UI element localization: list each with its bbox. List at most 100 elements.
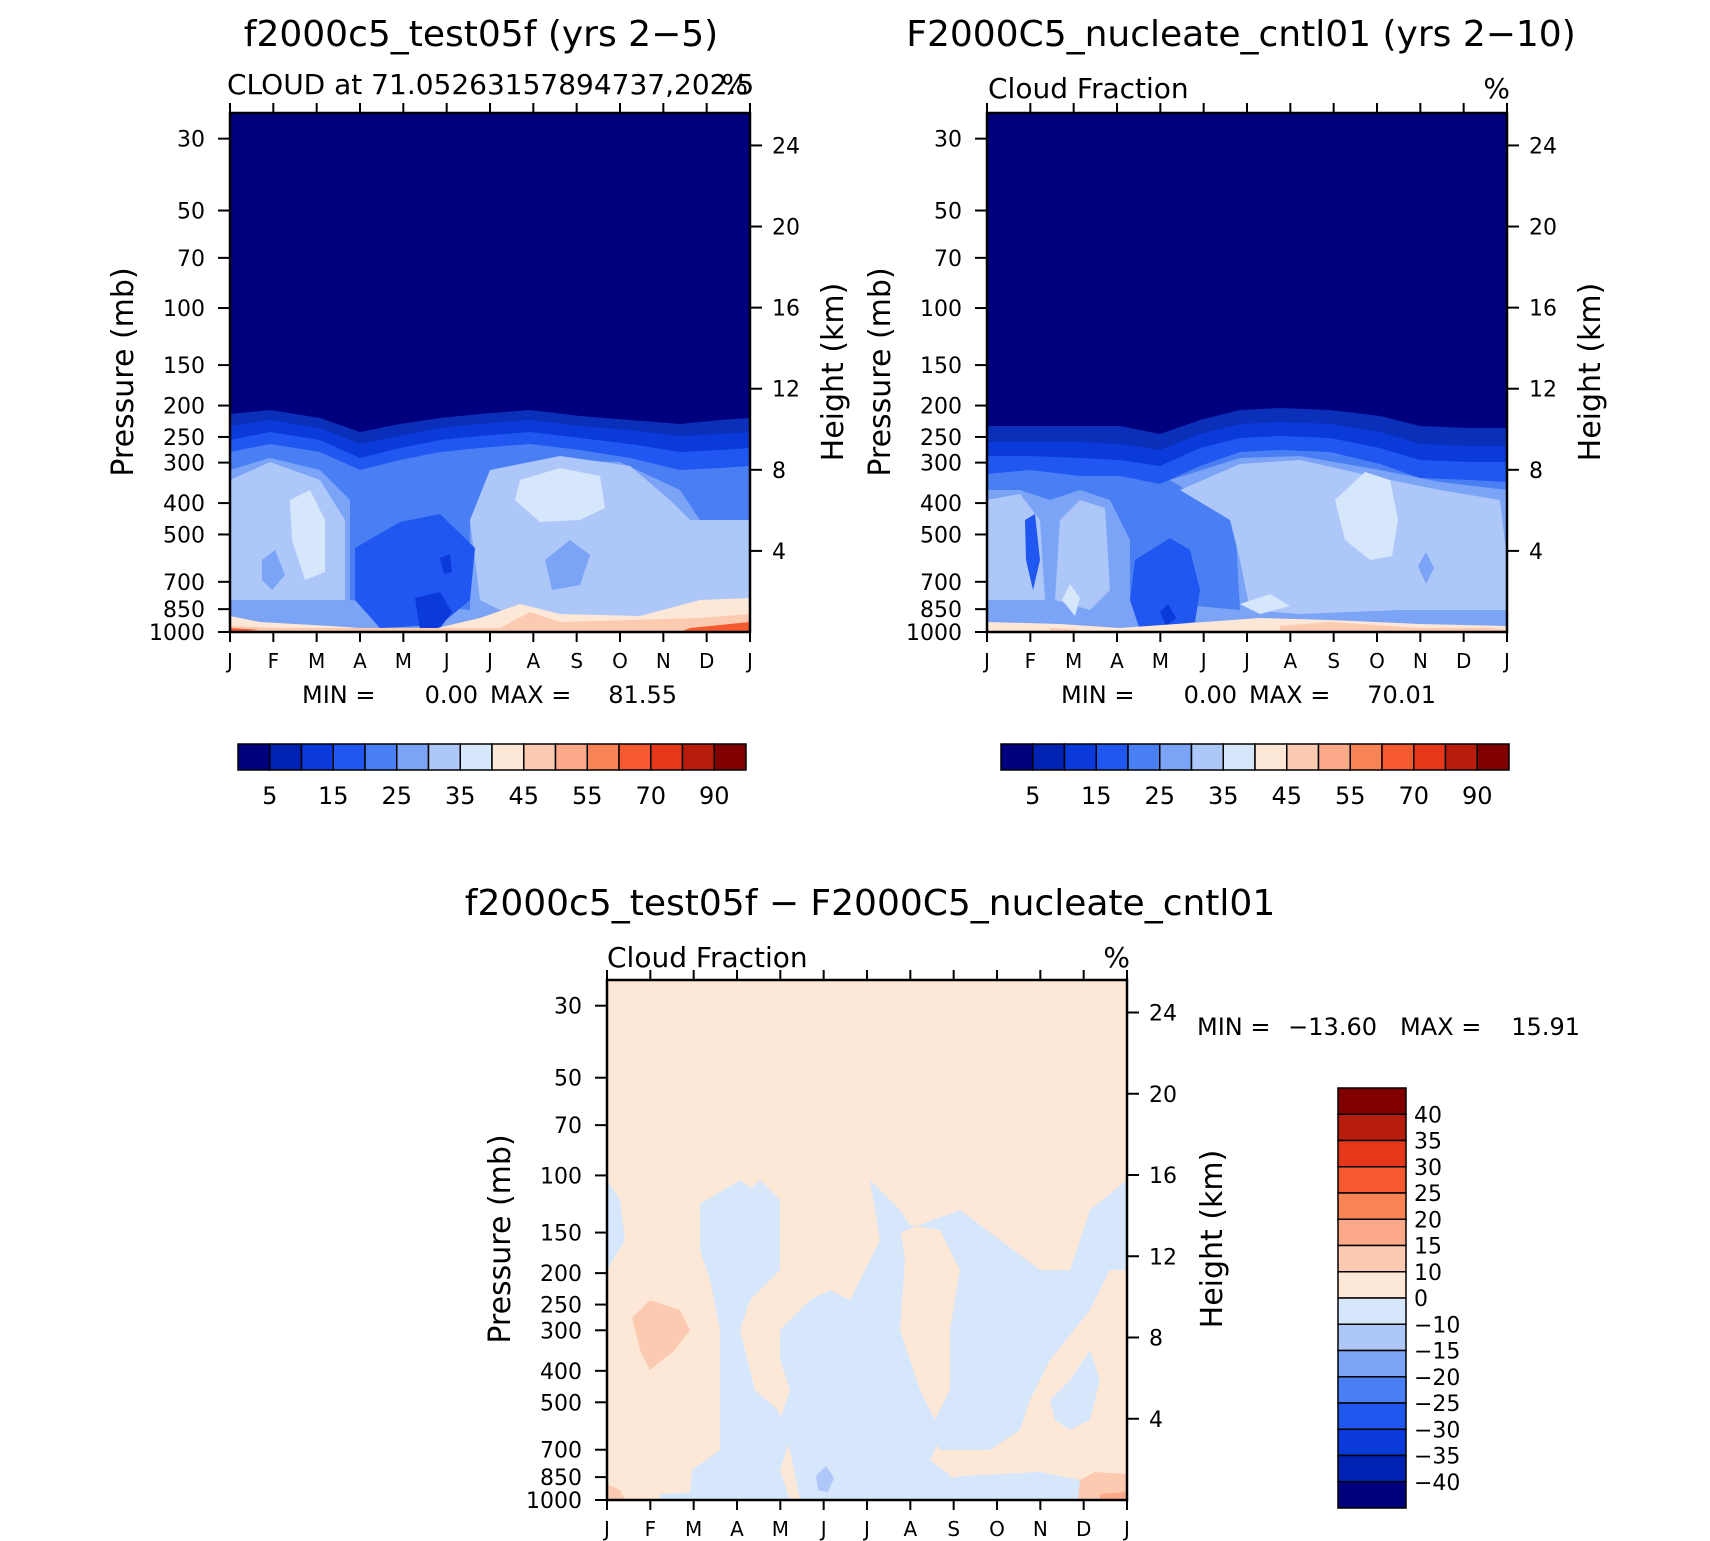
panel3-colorbar-label: −35 [1414, 1445, 1460, 1470]
panel1-colorbar-box [491, 743, 525, 771]
panel3-xtick-label: M [772, 1517, 789, 1541]
panel1-min-value: 0.00 [425, 681, 478, 709]
panel3-xtick-label: F [645, 1517, 657, 1541]
panel3-colorbar-box [1337, 1349, 1407, 1378]
panel3-colorbar-label: −40 [1414, 1471, 1460, 1496]
panel2-colorbar-box [1095, 743, 1129, 771]
panel3-colorbar-box [1337, 1166, 1407, 1194]
panel2-colorbar-box [1349, 743, 1383, 771]
panel3-ytick-label: 200 [540, 1262, 582, 1287]
panel3-colorbar-label: 20 [1414, 1208, 1442, 1233]
panel2-ytick-label: 150 [920, 354, 962, 379]
panel1-colorbar-box [523, 743, 557, 771]
panel3-colorbar-label: −30 [1414, 1418, 1460, 1443]
panel3-xtick-label: N [1033, 1517, 1048, 1541]
panel1-colorbar-box [586, 743, 620, 771]
panel1-ytick-label: 850 [163, 598, 205, 623]
panel2-colorbar-box [1127, 743, 1161, 771]
panel2-xtick-label: N [1413, 649, 1428, 673]
panel3-fill-pos-c [1100, 1492, 1127, 1500]
panel3-colorbar-label: 30 [1414, 1156, 1442, 1181]
panel3-ytick-label: 250 [540, 1294, 582, 1319]
panel3-colorbar-box [1337, 1323, 1407, 1352]
panel3-colorbar-label: 25 [1414, 1182, 1442, 1207]
panel3-subtitle: Cloud Fraction [607, 941, 808, 974]
panel2-ytick-label: 400 [920, 492, 962, 517]
panel3-colorbar-box [1337, 1087, 1407, 1115]
panel1-ytick-label: 250 [163, 426, 205, 451]
panel2-colorbar-label: 25 [1144, 782, 1175, 810]
panel3-max-label: MAX = [1400, 1013, 1481, 1041]
panel3-min-label: MIN = [1197, 1013, 1270, 1041]
panel3-colorbar-label: 0 [1414, 1287, 1428, 1312]
panel3-xtick-label: A [903, 1517, 917, 1541]
panel1-title: f2000c5_test05f (yrs 2−5) [244, 14, 718, 55]
panel2-ytick-label: 300 [920, 452, 962, 477]
panel2-colorbar-box [1190, 743, 1224, 771]
panel2-ytick-right-label: 4 [1529, 540, 1543, 565]
panel1-colorbar-label: 5 [262, 782, 277, 810]
panel2-subtitle: Cloud Fraction [988, 72, 1189, 105]
panel2-colorbar-box [1063, 743, 1097, 771]
panel2-colorbar-box [1032, 743, 1066, 771]
panel1-fill-25b [262, 540, 590, 590]
panel2-xtick-label: J [1502, 649, 1510, 673]
panel2-colorbar-label: 15 [1081, 782, 1112, 810]
panel1-colorbar-box [427, 743, 461, 771]
panel3-colorbar-box [1337, 1244, 1407, 1273]
panel3-fill-neg-c [780, 1180, 960, 1500]
panel2-max-label: MAX = [1249, 681, 1330, 709]
panel3-xtick-label: J [1122, 1517, 1130, 1541]
panel1-colorbar-box [618, 743, 652, 771]
panel3-colorbar-box [1337, 1454, 1407, 1483]
panel1-units: % [721, 68, 748, 101]
panel2-colorbar-box [1222, 743, 1256, 771]
panel1-colorbar-box [681, 743, 715, 771]
panel1-ytick-label: 400 [163, 492, 205, 517]
panel1-colorbar-label: 15 [318, 782, 349, 810]
panel1-colorbar-box [364, 743, 398, 771]
panel2-colorbar-box [1254, 743, 1288, 771]
panel2-xtick-label: J [1242, 649, 1250, 673]
panel2-ytick-label: 250 [920, 426, 962, 451]
panel3-ytick-label: 30 [554, 995, 582, 1020]
panel3-fill-neg-f [660, 1472, 1090, 1500]
panel3-colorbar-box [1337, 1192, 1407, 1220]
panel1-fill-warm2 [230, 612, 750, 632]
panel3-ylabel-right: Height (km) [1195, 1150, 1230, 1329]
panel-difference: f2000c5_test05f − F2000C5_nucleate_cntl0… [465, 883, 1580, 1541]
panel3-fill-neg-d [870, 1180, 1127, 1450]
panel2-ytick-label: 70 [934, 247, 962, 272]
panel2-fill-10b [1160, 604, 1176, 626]
panel2-min-label: MIN = [1061, 681, 1134, 709]
panel2-colorbar-box [1444, 743, 1478, 771]
panel2-xtick-label: A [1283, 649, 1297, 673]
panel3-colorbar-box [1337, 1297, 1407, 1325]
panel2-fill-25b [1418, 552, 1434, 584]
panel3-ytick-label: 70 [554, 1114, 582, 1139]
panel3-fill-neg-a [607, 1180, 625, 1270]
panel1-ytick-label: 300 [163, 452, 205, 477]
panel3-ytick-label: 850 [540, 1466, 582, 1491]
panel2-fill-35 [1062, 472, 1398, 616]
panel3-ytick-label: 700 [540, 1439, 582, 1464]
panel2-xtick-label: S [1327, 649, 1340, 673]
panel2-colorbar-box [1381, 743, 1415, 771]
panel2-colorbar-label: 35 [1208, 782, 1239, 810]
panel2-ytick-right-label: 20 [1529, 216, 1557, 241]
panel3-colorbar-label: −10 [1414, 1313, 1460, 1338]
panel3-xtick-label: D [1076, 1517, 1091, 1541]
panel3-fill-pos-a [632, 1300, 690, 1370]
panel1-max-label: MAX = [490, 681, 571, 709]
panel1-colorbar-label: 55 [572, 782, 603, 810]
panel2-colorbar-box [1286, 743, 1320, 771]
panel1-xtick-label: J [225, 649, 233, 673]
panel2-ytick-right-label: 8 [1529, 459, 1543, 484]
panel2-fill-15b [1025, 514, 1200, 630]
panel1-xtick-label: N [656, 649, 671, 673]
panel1-ylabel: Pressure (mb) [106, 267, 141, 476]
panel3-colorbar-box [1337, 1428, 1407, 1457]
panel2-colorbar-label: 45 [1271, 782, 1302, 810]
